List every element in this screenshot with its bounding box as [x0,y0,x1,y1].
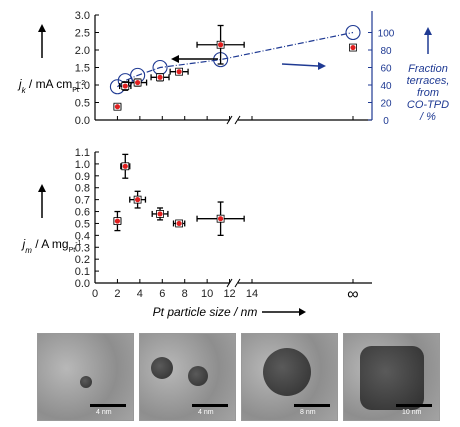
y-tick-label-right: 20 [380,99,392,110]
y-tick-label-bottom: 1.1 [75,147,90,159]
series-line-terraces [117,31,354,88]
tem-image: 8 nm [241,333,338,421]
right-axis-indicator-arrow [281,63,319,67]
scale-bar [294,404,330,407]
jk-point-marker [176,69,182,75]
x-tick-label: 10 [201,288,213,300]
y-tick-label-bottom: 0.9 [75,171,90,183]
nanoparticle [80,376,92,388]
marker-open-circle [345,24,361,41]
y-tick-label-bottom: 1.0 [75,159,90,171]
x-axis-label: Pt particle size / nm [153,305,258,319]
right-axis-label-line: terraces, [407,75,450,87]
y-axis-label-bottom: jm / A mgPt-1 [21,237,82,255]
y-tick-label-top: 0.5 [75,98,90,110]
y-tick-label-right: 60 [380,64,392,75]
scale-bar-label: 8 nm [300,409,316,416]
x-tick-label: 6 [159,288,165,300]
right-axis-label-line: Fraction [408,63,448,75]
y-tick-label-bottom: 0.1 [75,266,90,278]
x-axis-arrowhead [299,308,306,316]
right-axis-arrowhead [424,27,432,35]
axis-break-mark [234,278,241,288]
jm-point-marker [122,163,128,169]
scale-bar [396,404,432,407]
nanoparticle [188,366,208,386]
nanoparticle [263,348,311,396]
tem-image: 10 nm [343,333,440,421]
x-tick-label-inf: ∞ [347,286,358,303]
jm-point-marker [135,197,141,203]
right-axis-label-line: from [417,87,439,99]
jk-point-marker [157,74,163,80]
tem-image: 4 nm [37,333,134,421]
y-tick-label-right: 100 [378,29,395,40]
scale-bar-label: 4 nm [198,409,214,416]
x-tick-label: 2 [114,288,120,300]
jk-point-marker [218,42,224,48]
y-tick-label-top: 1.5 [75,63,90,75]
y-axis-arrowhead [38,24,46,32]
y-tick-label-bottom: 0.7 [75,195,90,207]
scale-bar [192,404,228,407]
y-tick-label-top: 2.0 [75,45,90,57]
y-tick-label-bottom: 0.3 [75,242,90,254]
jm-point-marker [157,211,163,217]
y-axis-arrowhead [38,184,46,192]
y-tick-label-right: 80 [380,46,392,57]
y-tick-label-top: 0.0 [75,115,90,127]
y-tick-label-bottom: 0.8 [75,183,90,195]
x-tick-label: 0 [92,288,98,300]
y-tick-label-bottom: 0.6 [75,207,90,219]
y-tick-label-bottom: 0.4 [75,230,90,242]
x-tick-label: 4 [137,288,143,300]
x-tick-label: 14 [246,288,258,300]
x-tick-label: 8 [182,288,188,300]
left-axis-indicator-arrowhead [171,55,179,63]
y-tick-label-right: 0 [383,116,389,127]
right-axis-label-line: CO-TPD [407,99,449,111]
y-axis-label-top: jk / mA cmPt-2 [17,77,85,95]
scale-bar [90,404,126,407]
y-tick-label-bottom: 0.2 [75,254,90,266]
axis-break-mark [234,115,241,125]
jk-point-marker [122,83,128,89]
x-tick-label: 12 [223,288,235,300]
nanoparticle [151,357,173,379]
jk-point-marker [135,79,141,86]
scale-bar-label: 4 nm [96,409,112,416]
right-axis-indicator-arrowhead [318,62,326,70]
scale-bar-label: 10 nm [402,409,422,416]
jk-point-marker [350,44,356,51]
jk-point-marker [114,104,121,110]
y-tick-label-top: 2.5 [75,28,90,40]
y-tick-label-right: 40 [380,81,392,92]
y-tick-label-bottom: 0.5 [75,218,90,230]
jm-point-marker [114,218,121,224]
y-tick-label-top: 1.0 [75,80,90,92]
y-tick-label-top: 3.0 [75,10,90,22]
jm-point-marker [176,220,182,227]
jm-point-marker [218,216,224,222]
y-tick-label-bottom: 0.0 [75,278,90,290]
nanoparticle [360,346,424,410]
right-axis-label-line: / % [419,111,436,123]
tem-image: 4 nm [139,333,236,421]
